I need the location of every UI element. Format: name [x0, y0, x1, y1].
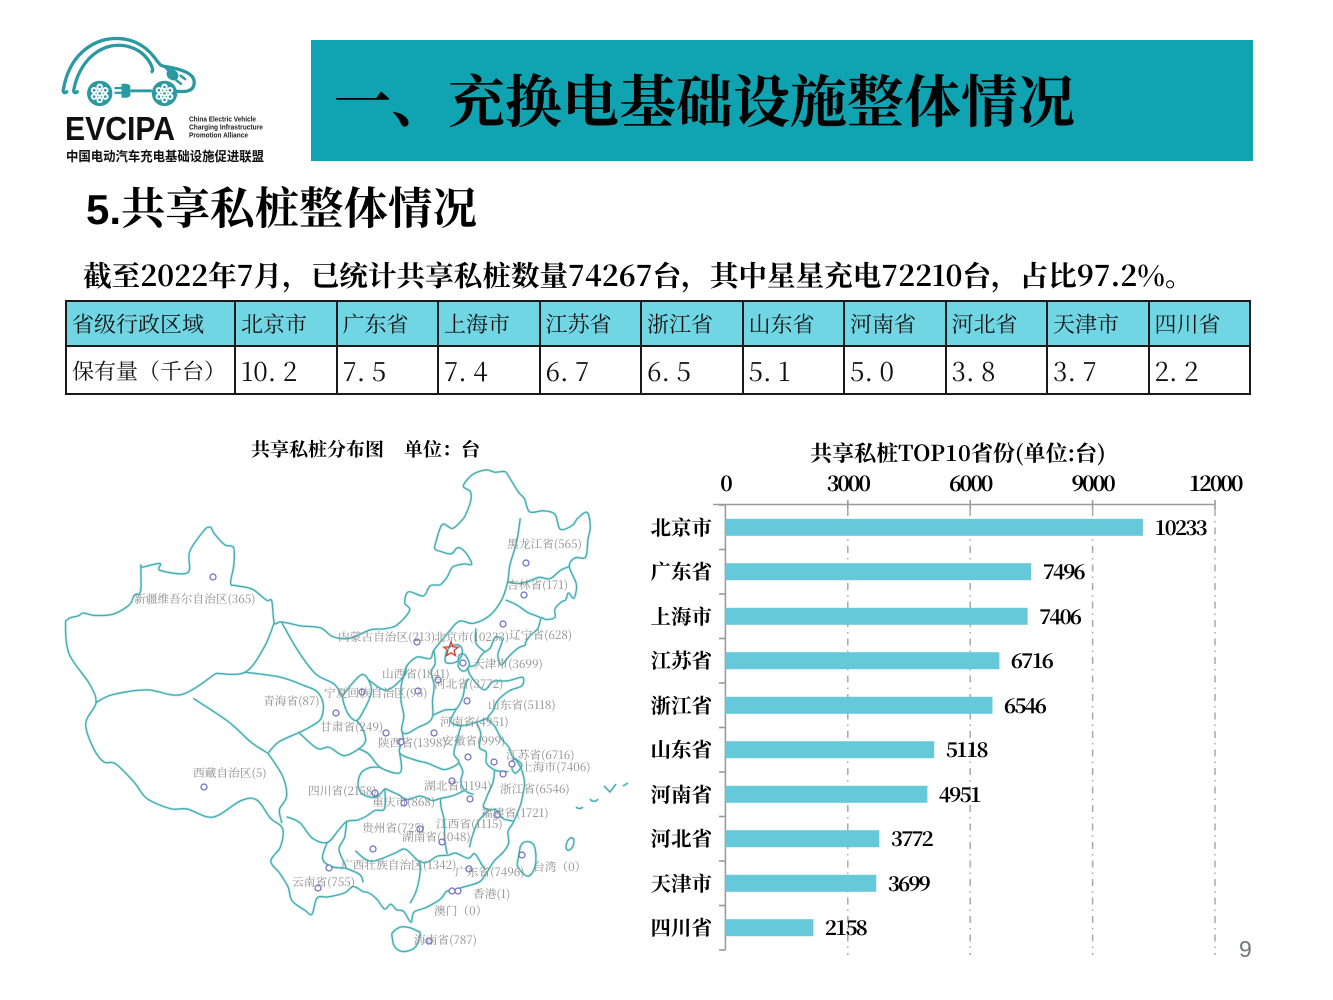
svg-text:广西壮族自治区(1342): 广西壮族自治区(1342)	[341, 857, 456, 873]
svg-text:香港(1): 香港(1)	[473, 886, 510, 902]
svg-text:3699: 3699	[888, 867, 931, 897]
svg-text:云南省(755): 云南省(755)	[292, 874, 355, 890]
svg-text:黑龙江省(565): 黑龙江省(565)	[507, 536, 582, 552]
svg-text:吉林省(171): 吉林省(171)	[507, 577, 568, 593]
svg-text:共享私桩TOP10省份(单位:台): 共享私桩TOP10省份(单位:台)	[810, 437, 1106, 468]
svg-text:7406: 7406	[1039, 600, 1082, 630]
svg-text:Charging Infrastructure: Charging Infrastructure	[189, 123, 263, 132]
svg-text:天津市: 天津市	[651, 867, 713, 897]
svg-text:6000: 6000	[949, 467, 993, 498]
svg-text:辽宁省(628): 辽宁省(628)	[509, 627, 572, 643]
svg-text:上海市(7406): 上海市(7406)	[521, 759, 591, 775]
svg-text:重庆市(868): 重庆市(868)	[372, 794, 435, 810]
svg-text:甘肃省(249): 甘肃省(249)	[320, 719, 383, 735]
svg-text:2158: 2158	[825, 911, 868, 941]
svg-text:0: 0	[720, 467, 732, 498]
svg-text:山东省(5118): 山东省(5118)	[488, 697, 556, 713]
svg-text:西藏自治区(5): 西藏自治区(5)	[193, 765, 266, 781]
svg-text:河南省(4951): 河南省(4951)	[440, 714, 509, 730]
svg-text:中国电动汽车充电基础设施促进联盟: 中国电动汽车充电基础设施促进联盟	[66, 146, 264, 165]
svg-text:河北省(3772): 河北省(3772)	[434, 676, 503, 692]
svg-text:内蒙古自治区(213): 内蒙古自治区(213)	[338, 629, 435, 645]
svg-text:四川省(2158): 四川省(2158)	[308, 783, 377, 799]
svg-text:Promotion Alliance: Promotion Alliance	[189, 131, 248, 140]
svg-text:山西省(1841): 山西省(1841)	[382, 666, 450, 682]
svg-text:湖北省(1194): 湖北省(1194)	[424, 778, 492, 794]
svg-text:7496: 7496	[1043, 555, 1086, 585]
svg-text:澳门（0）: 澳门（0）	[434, 903, 487, 919]
svg-text:安徽省(999): 安徽省(999)	[442, 733, 505, 749]
svg-text:10233: 10233	[1154, 511, 1207, 541]
svg-text:浙江省: 浙江省	[651, 689, 713, 719]
svg-text:陕西省(1398): 陕西省(1398)	[378, 735, 447, 751]
svg-text:6546: 6546	[1004, 689, 1047, 719]
svg-text:台湾（0）: 台湾（0）	[533, 859, 586, 875]
svg-text:青海省(87): 青海省(87)	[263, 693, 320, 709]
svg-text:12000: 12000	[1189, 467, 1243, 498]
svg-text:河南省: 河南省	[651, 778, 713, 808]
svg-text:四川省: 四川省	[651, 911, 713, 941]
svg-text:3000: 3000	[827, 467, 871, 498]
svg-text:贵州省(725): 贵州省(725)	[362, 820, 425, 836]
svg-text:江苏省(6716): 江苏省(6716)	[506, 747, 575, 763]
svg-text:3772: 3772	[891, 822, 934, 852]
svg-text:山东省: 山东省	[651, 733, 713, 763]
svg-text:天津市(3699): 天津市(3699)	[473, 656, 543, 672]
svg-text:广东省(7496): 广东省(7496)	[455, 864, 525, 880]
svg-text:新疆维吾尔自治区(365): 新疆维吾尔自治区(365)	[134, 591, 256, 607]
svg-text:北京市(10233): 北京市(10233)	[434, 629, 509, 645]
svg-text:上海市: 上海市	[651, 600, 713, 630]
svg-text:湖南省(1048): 湖南省(1048)	[402, 829, 471, 845]
svg-text:5118: 5118	[946, 733, 989, 763]
svg-text:China Electric Vehicle: China Electric Vehicle	[189, 115, 256, 124]
svg-text:9000: 9000	[1071, 467, 1115, 498]
svg-text:宁夏回族自治区(95): 宁夏回族自治区(95)	[324, 685, 427, 701]
svg-text:江苏省: 江苏省	[651, 644, 713, 674]
svg-text:河北省: 河北省	[651, 822, 713, 852]
svg-text:北京市: 北京市	[651, 511, 713, 541]
svg-text:EVCIPA: EVCIPA	[65, 110, 175, 147]
svg-text:浙江省(6546): 浙江省(6546)	[500, 781, 570, 797]
svg-text:江西省(1115): 江西省(1115)	[436, 816, 503, 832]
svg-text:海南省(787): 海南省(787)	[414, 932, 477, 948]
svg-text:福建省(1721): 福建省(1721)	[481, 805, 549, 821]
svg-text:6716: 6716	[1011, 644, 1054, 674]
svg-text:4951: 4951	[939, 778, 981, 808]
svg-text:广东省: 广东省	[651, 555, 713, 585]
